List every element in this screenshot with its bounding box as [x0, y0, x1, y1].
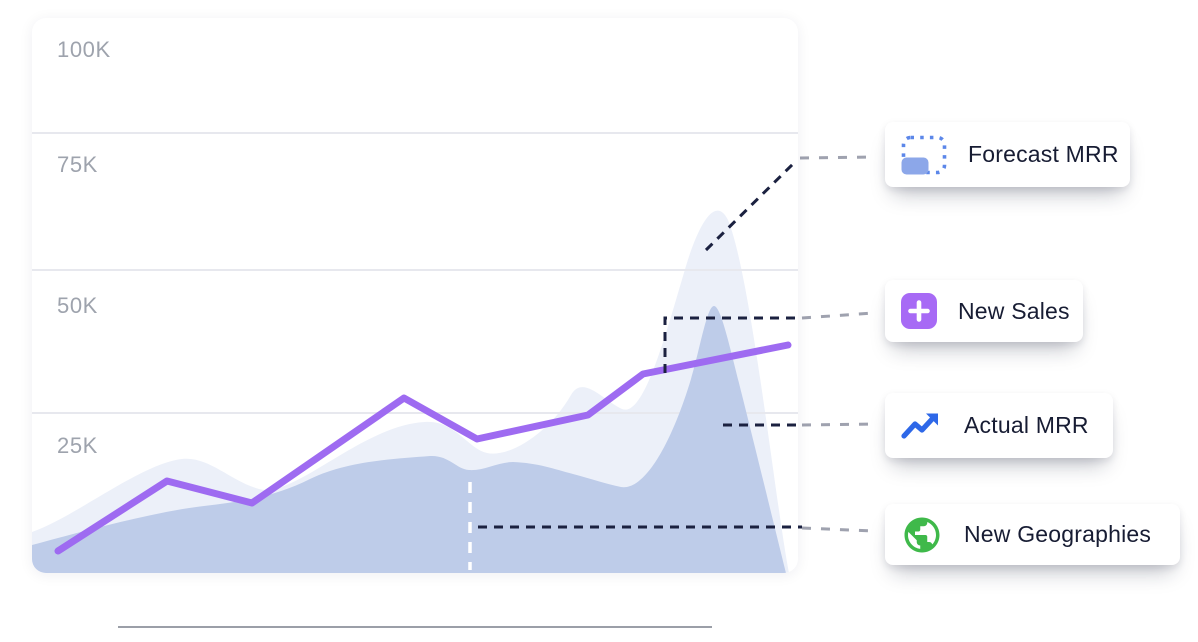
actual-mrr-line: [54, 341, 792, 555]
mrr-chart-panel: 100K 75K 50K 25K: [32, 18, 798, 573]
globe-icon: [904, 517, 940, 552]
legend-label-forecast-mrr: Forecast MRR: [968, 141, 1119, 167]
new-sales-connector-tail: [801, 311, 875, 320]
new-geographies-connector-tail: [801, 526, 875, 533]
legend-label-new-geographies: New Geographies: [964, 521, 1152, 547]
y-tick-100k: 100K: [57, 37, 111, 62]
legend-forecast-mrr[interactable]: Forecast MRR: [885, 122, 1130, 187]
y-tick-50k: 50K: [57, 293, 98, 318]
legend-new-geographies[interactable]: New Geographies: [885, 504, 1180, 565]
mrr-chart: [32, 132, 798, 573]
y-tick-75k: 75K: [57, 152, 98, 177]
actual-mrr-connector-tail: [801, 422, 875, 427]
legend-label-actual-mrr: Actual MRR: [964, 412, 1089, 438]
forecast-swatch-icon: [901, 135, 947, 174]
y-tick-25k: 25K: [57, 433, 98, 458]
x-axis-line: [118, 626, 712, 628]
trending-up-icon: [901, 413, 938, 439]
dark-committed-area: [32, 306, 786, 573]
legend-label-new-sales: New Sales: [958, 297, 1070, 324]
plus-icon: [901, 293, 937, 329]
forecast-connector-tail: [799, 155, 875, 160]
legend-new-sales[interactable]: New Sales: [885, 280, 1083, 342]
legend-actual-mrr[interactable]: Actual MRR: [885, 393, 1113, 458]
